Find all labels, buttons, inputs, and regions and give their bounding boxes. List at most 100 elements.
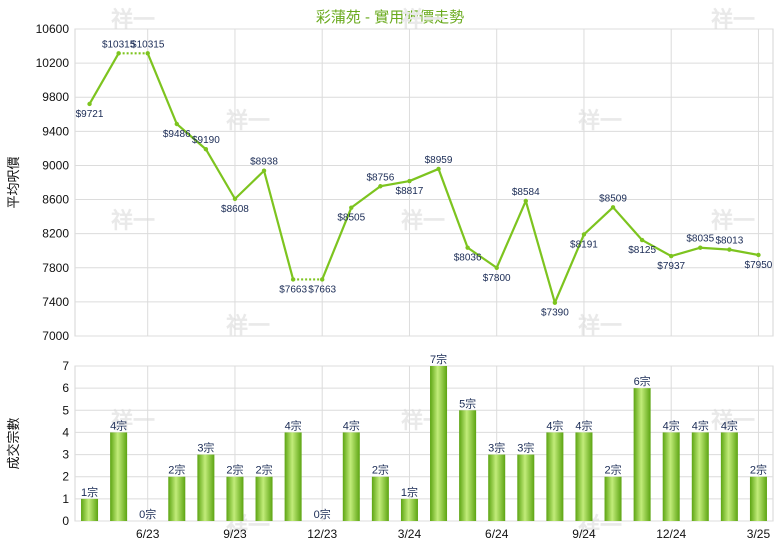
bar [197,454,215,521]
line-segment [321,207,353,280]
line-segment [204,148,236,200]
bar-label: 3宗 [197,441,214,455]
bar-label: 0宗 [314,507,331,521]
line-point [203,147,209,152]
line-segment [350,185,382,209]
bar-label: 4宗 [575,418,592,432]
bar [517,454,535,521]
point-label: $8013 [715,236,743,247]
bar [633,388,651,521]
line-segment [700,246,730,251]
bar-label: 4宗 [721,418,738,432]
grid-layer [74,28,774,522]
bar-label: 4宗 [692,418,709,432]
point-label: $8608 [221,204,249,215]
watermark: 祥一 [711,7,755,32]
x-tick-label: 9/24 [572,527,596,541]
x-tick-label: 3/25 [747,527,771,541]
point-label: $7390 [541,308,569,319]
line-point [523,198,528,204]
price-y-tick-label: 7000 [42,329,69,343]
bar [604,476,622,521]
x-tick-label: 9/23 [223,527,247,541]
line-point [669,253,674,259]
watermark: 祥一 [111,7,155,32]
watermark: 祥一 [401,208,445,233]
line-segment [176,123,207,151]
line-segment [146,52,178,125]
price-plot-area [74,28,774,337]
line-point [145,51,150,56]
price-y-tick-label: 10200 [36,56,70,70]
bar [110,432,128,521]
chart-title: 彩蒲苑 - 實用呎價走勢 [315,9,465,26]
point-label: $8817 [396,186,424,197]
point-label: $8959 [425,155,453,166]
line-segment [641,239,672,258]
line-point [436,166,441,172]
watermark: 祥一 [111,208,155,233]
point-label: $7950 [745,260,773,271]
watermark: 祥一 [401,7,445,32]
bar [400,498,418,521]
watermark: 祥一 [226,108,270,133]
bar-label: 7宗 [430,352,447,366]
line-point [727,247,732,252]
line-point [87,101,92,107]
line-segment [466,246,498,269]
x-tick-label: 12/24 [656,527,686,541]
price-y-tick-label: 9400 [42,124,69,138]
watermark: 祥一 [578,313,622,338]
point-label: $8125 [628,245,656,256]
bar-label: 2宗 [750,463,767,477]
line-point [378,184,383,189]
line-point [552,300,558,305]
line-point [494,265,499,270]
point-label: $7663 [279,284,307,295]
line-segment [437,168,469,249]
volume-y-tick-label: 7 [62,359,69,373]
line-segment [409,167,439,183]
line-segment [262,170,295,280]
line-segment [583,206,614,236]
price-y-tick-label: 8200 [42,227,69,241]
line-point [232,196,238,202]
bar [488,454,506,521]
bar [720,432,738,521]
volume-y-tick-label: 5 [62,403,69,417]
point-label: $8756 [366,172,394,183]
bar-label: 2宗 [255,463,272,477]
bar-label: 3宗 [517,441,534,455]
bar [81,498,99,521]
bar-series [81,366,767,521]
volume-y-tick-label: 3 [62,448,69,462]
bar-label: 2宗 [226,463,243,477]
point-label: $10315 [102,39,136,50]
bar [546,432,564,521]
bar-label: 2宗 [372,463,389,477]
point-label: $8036 [454,253,482,264]
point-label: $9721 [76,109,104,120]
volume-y-tick-label: 4 [62,425,69,439]
point-label: $8509 [599,193,627,204]
line-segment [380,179,410,188]
line-point [698,245,703,250]
line-point [465,245,470,250]
point-label: $7663 [308,284,336,295]
bar-label: 0宗 [139,507,156,521]
line-point [174,121,179,127]
point-label: $8584 [512,187,540,198]
bar [691,432,709,521]
bar-label: 2宗 [604,463,621,477]
price-y-tick-label: 8600 [42,193,69,207]
price-y-tick-label: 7400 [42,295,69,309]
bar-label: 6宗 [634,374,651,388]
point-label: $7800 [483,273,511,284]
line-segment [553,234,585,304]
bar [371,476,389,521]
bar-label: 4宗 [110,418,127,432]
bar [226,476,244,521]
line-segment [729,248,759,257]
bar [255,476,273,521]
line-segment [612,206,643,241]
